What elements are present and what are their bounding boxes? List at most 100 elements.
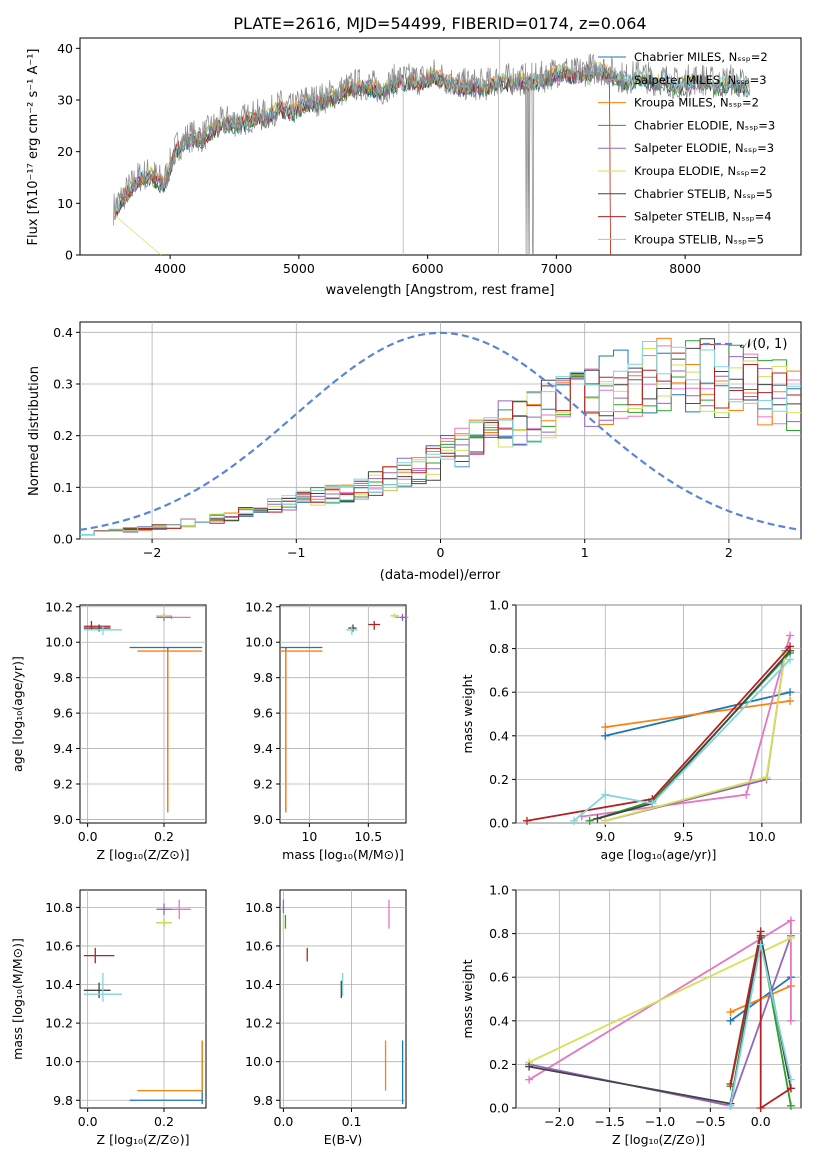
panel-massweight-vs-metallicity: −2.0 −1.5 −1.0 −0.5 0.0 0.0 0.2 0.4 0.6 0.8 1.0 Z [… bbox=[460, 883, 802, 1147]
spectrum-ytick-label: 20 bbox=[57, 144, 73, 159]
age-z-xtick-label: 0.2 bbox=[154, 829, 174, 844]
mw-z-ytick-label: 0.2 bbox=[489, 1057, 509, 1072]
spectrum-ylabel: Flux [fλ10⁻¹⁷ erg cm⁻² s⁻¹ A⁻¹] bbox=[26, 49, 41, 246]
mw-z-marker-kroupa-stelib bbox=[786, 1075, 795, 1084]
mw-age-marker-salpeter-miles bbox=[742, 790, 751, 799]
residuals-xtick-label: 1 bbox=[581, 545, 589, 560]
spectrum-legend-label-chabrier-elodie: Chabrier ELODIE, Nₛₛₚ=3 bbox=[634, 118, 775, 132]
spectrum-ytick-label: 40 bbox=[57, 41, 73, 56]
residuals-ytick-label: 0.2 bbox=[53, 428, 73, 443]
residuals-ylabel: Normed distribution bbox=[27, 366, 42, 496]
age-mass-ytick-label: 10.0 bbox=[245, 635, 273, 650]
spectrum-legend: Chabrier MILES, Nₛₛₚ=2 Salpeter MILES, Nₛ… bbox=[598, 50, 775, 246]
mw-z-xtick-label: −1.5 bbox=[594, 1114, 624, 1129]
residuals-xlabel: (data-model)/error bbox=[380, 568, 501, 583]
mw-z-marker-salpeter-stelib bbox=[786, 1084, 795, 1093]
residuals-xtick-label: 0 bbox=[437, 545, 445, 560]
mass-ebv-ytick-label: 10.2 bbox=[245, 1016, 273, 1031]
spectrum-legend-label-salpeter-stelib: Salpeter STELIB, Nₛₛₚ=4 bbox=[634, 210, 772, 224]
age-mass-frame bbox=[279, 604, 407, 824]
mw-age-marker-kroupa-stelib bbox=[569, 816, 578, 825]
age-mass-xlabel: mass [log₁₀(M/M⊙)] bbox=[282, 847, 404, 862]
mw-z-xtick-label: −2.0 bbox=[544, 1114, 574, 1129]
mw-age-marker-salpeter-miles bbox=[786, 631, 795, 640]
mw-z-ylabel: mass weight bbox=[460, 959, 475, 1038]
residuals-histogram-kroupa-stelib bbox=[80, 341, 801, 535]
mass-ebv-ytick-label: 10.0 bbox=[245, 1054, 273, 1069]
age-z-ytick-label: 9.2 bbox=[53, 777, 73, 792]
spectrum-xtick-label: 5000 bbox=[283, 261, 315, 276]
residuals-xtick-label: −2 bbox=[143, 545, 161, 560]
mw-z-frame bbox=[515, 889, 802, 1109]
spectrum-xtick-label: 6000 bbox=[412, 261, 444, 276]
mw-age-marker-salpeter-stelib bbox=[786, 642, 795, 651]
spectrum-model-salpeter-stelib bbox=[114, 63, 611, 255]
mw-z-marker-salpeter-miles bbox=[786, 1016, 795, 1025]
mw-age-ytick-label: 0.2 bbox=[489, 772, 509, 787]
mass-z-ytick-label: 10.2 bbox=[45, 1016, 73, 1031]
mw-z-marker-salpeter-stelib bbox=[726, 1080, 735, 1089]
mass-ebv-xtick-label: 0.1 bbox=[342, 1114, 362, 1129]
spectrum-observed-data bbox=[113, 53, 750, 255]
age-z-ytick-label: 9.4 bbox=[53, 741, 73, 756]
mw-age-line-chabrier-elodie bbox=[589, 652, 791, 822]
mw-z-ytick-label: 1.0 bbox=[489, 883, 509, 898]
mw-z-marker-chabrier-miles bbox=[726, 1016, 735, 1025]
mass-z-ytick-label: 10.4 bbox=[45, 977, 73, 992]
spectrum-ytick-label: 10 bbox=[57, 196, 73, 211]
age-mass-ytick-label: 9.2 bbox=[253, 777, 273, 792]
residuals-xtick-label: 2 bbox=[725, 545, 733, 560]
mw-age-xtick-label: 9.0 bbox=[595, 829, 615, 844]
parameter-panels: 0.0 0.2 9.0 9.2 9.4 9.6 9.8 10.0 10.2 Z [log₁₀(Z/… bbox=[10, 598, 802, 1147]
residuals-legend-label: 𝒩(0, 1) bbox=[740, 337, 787, 352]
mass-ebv-frame bbox=[279, 889, 407, 1109]
mw-z-ytick-label: 0.0 bbox=[489, 1101, 509, 1116]
mass-z-frame bbox=[79, 889, 207, 1109]
mw-z-marker-kroupa-stelib bbox=[756, 940, 765, 949]
mw-age-line-chabrier-stelib bbox=[597, 650, 791, 820]
mw-age-marker-chabrier-elodie bbox=[585, 816, 594, 825]
spectrum-xlabel: wavelength [Angstrom, rest frame] bbox=[326, 283, 555, 298]
residuals-gaussian-curve bbox=[80, 331, 801, 531]
mw-age-xtick-label: 9.5 bbox=[674, 829, 694, 844]
residuals-ytick-label: 0.0 bbox=[53, 532, 73, 547]
mw-z-ytick-label: 0.8 bbox=[489, 926, 509, 941]
spectrum-legend-label-salpeter-elodie: Salpeter ELODIE, Nₛₛₚ=3 bbox=[634, 141, 774, 155]
spectrum-xtick-label: 4000 bbox=[154, 261, 186, 276]
mw-age-marker-kroupa-miles bbox=[601, 723, 610, 732]
spectrum-legend-label-kroupa-miles: Kroupa MILES, Nₛₛₚ=2 bbox=[634, 96, 759, 110]
age-mass-ytick-label: 10.2 bbox=[245, 599, 273, 614]
mw-age-marker-kroupa-stelib bbox=[601, 790, 610, 799]
mw-z-xtick-label: 0.0 bbox=[751, 1114, 771, 1129]
spectrum-legend-label-chabrier-miles: Chabrier MILES, Nₛₛₚ=2 bbox=[634, 50, 768, 64]
age-mass-xtick-label: 10.5 bbox=[354, 829, 382, 844]
age-mass-ytick-label: 9.8 bbox=[253, 670, 273, 685]
residuals-ytick-label: 0.3 bbox=[53, 377, 73, 392]
mw-z-line-kroupa-elodie bbox=[528, 937, 792, 1064]
mass-z-ytick-label: 10.0 bbox=[45, 1054, 73, 1069]
panel-massweight-vs-age: 9.0 9.5 10.0 0.0 0.2 0.4 0.6 0.8 1.0 age [log₁₀(a… bbox=[460, 598, 802, 862]
mass-ebv-ytick-label: 10.6 bbox=[245, 938, 273, 953]
mass-ebv-ytick-label: 10.8 bbox=[245, 900, 273, 915]
mass-z-xlabel: Z [log₁₀(Z/Z⊙)] bbox=[97, 1132, 190, 1147]
residuals-xtick-label: −1 bbox=[287, 545, 305, 560]
spectrum-plot-area: 4000 5000 6000 7000 8000 0 10 20 30 40 bbox=[57, 38, 750, 276]
mw-age-frame bbox=[515, 604, 802, 824]
mw-z-marker-chabrier-stelib bbox=[525, 1062, 534, 1071]
mw-age-ytick-label: 0.0 bbox=[489, 816, 509, 831]
age-z-ytick-label: 9.6 bbox=[53, 706, 73, 721]
mw-z-ytick-label: 0.6 bbox=[489, 970, 509, 985]
mw-age-marker-kroupa-stelib bbox=[786, 655, 795, 664]
panel-mass-vs-extinction: 0.0 0.1 9.8 10.0 10.2 10.4 10.6 10.8 E(B-V) bbox=[245, 889, 407, 1147]
mw-z-xtick-label: −0.5 bbox=[695, 1114, 725, 1129]
spectrum-legend-label-kroupa-elodie: Kroupa ELODIE, Nₛₛₚ=2 bbox=[634, 164, 767, 178]
age-z-ylabel: age [log₁₀(age/yr)] bbox=[10, 656, 25, 772]
mw-z-marker-kroupa-miles bbox=[726, 1008, 735, 1017]
mw-age-marker-chabrier-miles bbox=[601, 731, 610, 740]
residuals-plot-area: −2 −1 0 1 2 0.0 0.1 0.2 0.3 0.4 bbox=[53, 322, 801, 560]
mw-age-marker-chabrier-miles bbox=[786, 688, 795, 697]
age-z-frame bbox=[79, 604, 207, 824]
mass-z-ytick-label: 9.8 bbox=[53, 1093, 73, 1108]
spectrum-ytick-label: 0 bbox=[65, 248, 73, 263]
mw-age-marker-chabrier-stelib bbox=[593, 814, 602, 823]
